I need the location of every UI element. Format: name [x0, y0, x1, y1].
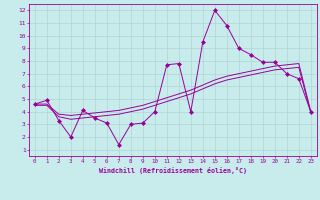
X-axis label: Windchill (Refroidissement éolien,°C): Windchill (Refroidissement éolien,°C) — [99, 167, 247, 174]
